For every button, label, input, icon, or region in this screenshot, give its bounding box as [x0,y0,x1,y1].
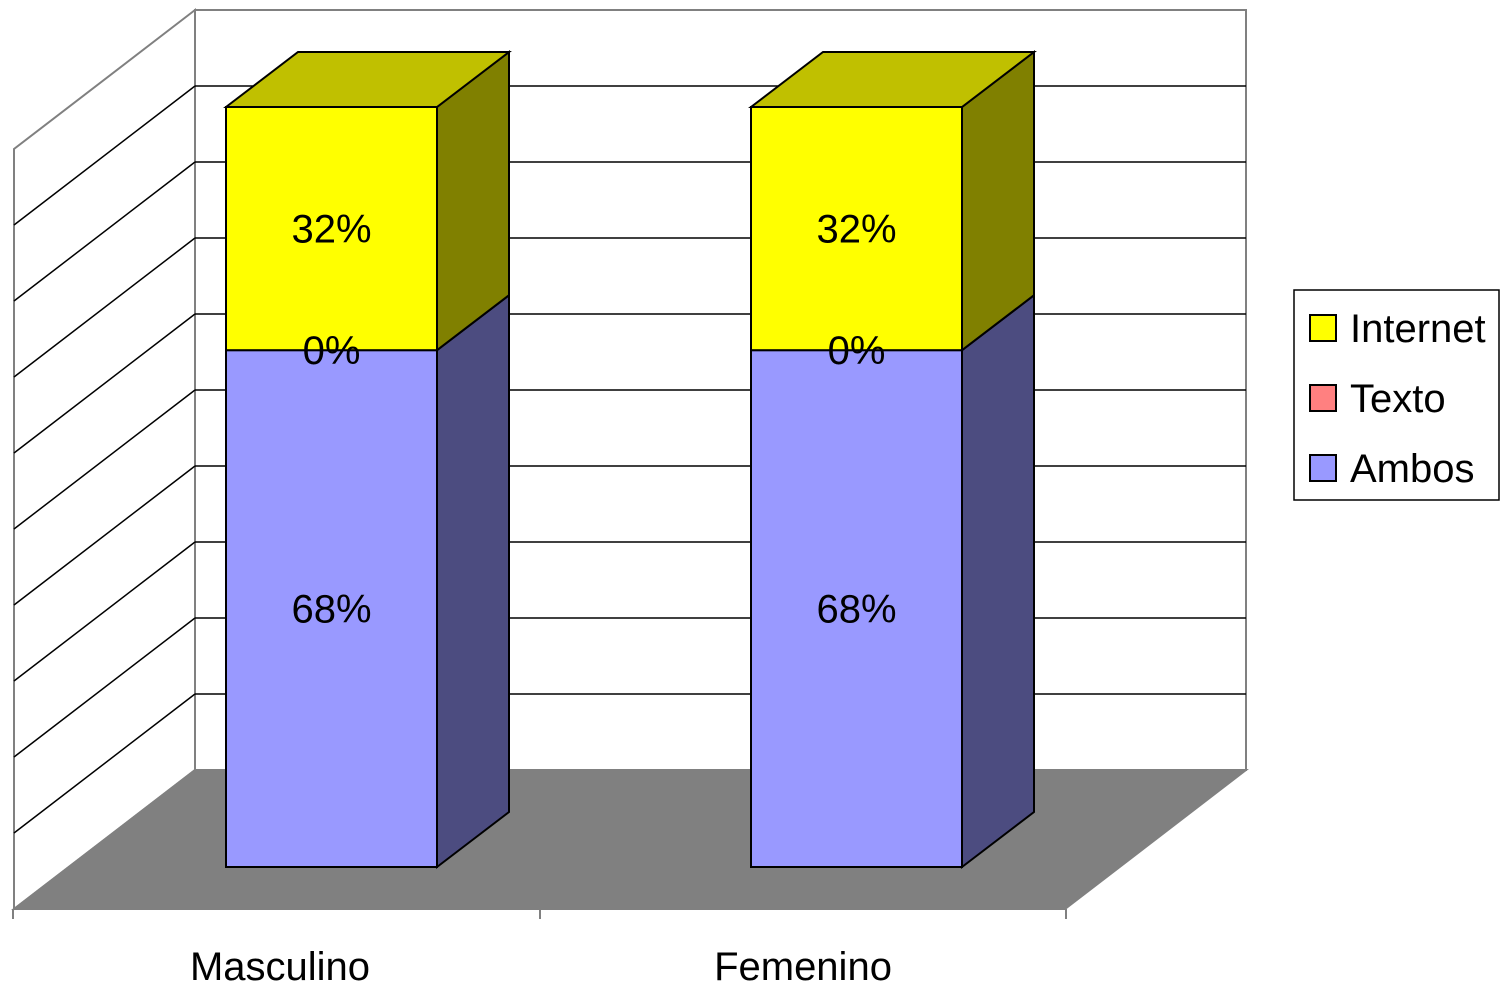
chart-floor [11,769,1249,910]
legend-label-internet: Internet [1350,307,1486,351]
legend: Internet Texto Ambos [1293,289,1500,501]
gridline-side [13,541,196,682]
floor [11,769,1249,910]
gridline-side [13,389,196,530]
bar-top-internet [748,51,1037,108]
data-label-ambos: 68% [291,588,371,632]
data-label-texto: 0% [828,329,886,373]
gridline-side [13,617,196,758]
x-tick-label: Masculino [190,945,370,983]
bar-top-internet [223,51,512,108]
gridline-side [13,85,196,226]
x-tick-label: Femenino [714,945,892,983]
x-axis: Masculino Femenino [12,908,1067,983]
chart-bars [223,49,1037,870]
gridline-side [13,237,196,378]
legend-label-ambos: Ambos [1350,447,1475,491]
gridline-side [13,465,196,606]
legend-swatch-ambos [1309,454,1337,482]
gridline-side [13,161,196,302]
data-labels: 68% 0% 32% 68% 0% 32% [291,208,896,632]
bar-internet [225,106,438,352]
legend-swatch-texto [1309,384,1337,412]
gridline-side [13,313,196,454]
data-label-ambos: 68% [816,588,896,632]
data-label-texto: 0% [303,329,361,373]
legend-label-texto: Texto [1350,377,1446,421]
bar-side-ambos [436,293,510,870]
legend-swatch-internet [1309,314,1337,342]
bar-ambos [750,349,963,868]
bar-internet [750,106,963,352]
gridline-side [13,693,196,834]
bar-ambos [225,349,438,868]
bar-side-ambos [961,293,1035,870]
data-label-internet: 32% [291,208,371,252]
data-label-internet: 32% [816,208,896,252]
